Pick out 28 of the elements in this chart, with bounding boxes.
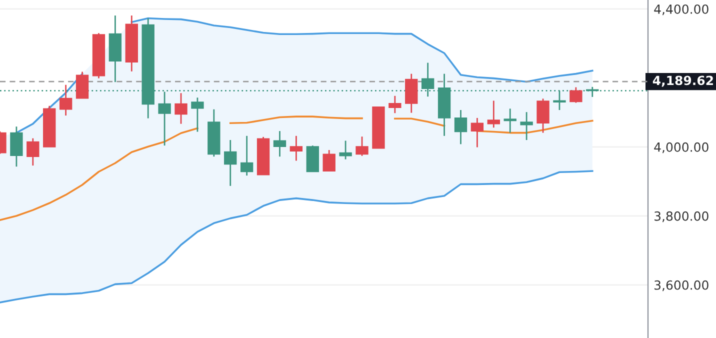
y-tick-label: 4,400.00 (654, 4, 708, 16)
candlestick (76, 71, 89, 99)
candlestick (273, 130, 286, 158)
candlestick (174, 92, 188, 125)
line-series (0, 170, 594, 304)
candlestick (240, 135, 254, 176)
candlestick (454, 109, 468, 145)
candlestick (26, 138, 40, 166)
candlestick (570, 86, 582, 104)
candlestick (339, 140, 352, 160)
candlestick (158, 91, 171, 146)
candlestick (10, 126, 23, 168)
candlestick (388, 95, 402, 114)
candlestick (504, 108, 516, 134)
ref-line-label: 4,189.62 (652, 76, 713, 87)
candlestick (322, 149, 336, 172)
y-tick-label: 3,800.00 (654, 211, 708, 222)
candlestick (290, 135, 303, 162)
candlestick (536, 98, 550, 134)
y-tick-label: 3,600.00 (654, 280, 708, 292)
candlestick (191, 96, 204, 132)
candlestick (520, 111, 533, 141)
candlestick (487, 100, 500, 128)
y-tick-label: 4,000.00 (654, 142, 708, 154)
candlestick (356, 136, 368, 157)
candlestick (224, 139, 237, 187)
candlestick (470, 117, 484, 148)
candlestick (59, 84, 72, 116)
